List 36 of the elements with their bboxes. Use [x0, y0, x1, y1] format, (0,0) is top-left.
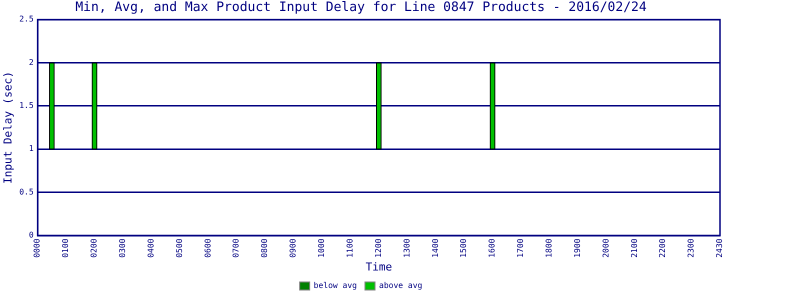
x-tick-label: 1400	[430, 238, 440, 258]
y-tick-label: 2.5	[19, 14, 34, 24]
x-tick-label: 2300	[686, 238, 696, 258]
y-tick-label: 0.5	[19, 187, 34, 196]
x-tick-label: 2430	[715, 238, 724, 258]
x-tick-label: 2100	[630, 238, 639, 258]
x-tick-label: 1600	[488, 238, 497, 258]
x-tick-label: 0300	[118, 238, 128, 258]
x-tick-label: 1000	[317, 238, 326, 258]
x-tick-label: 2200	[658, 238, 668, 258]
y-axis-title: Input Delay (sec)	[1, 71, 14, 184]
x-tick-label: 0900	[288, 238, 298, 258]
x-tick-label: 1100	[345, 238, 354, 258]
x-tick-label: 0400	[146, 238, 156, 258]
y-tick-label: 0	[28, 230, 34, 240]
legend-label: below avg	[314, 281, 358, 290]
x-tick-label: 1800	[544, 238, 554, 258]
x-tick-label: 1900	[572, 238, 582, 258]
x-tick-label: 1500	[459, 238, 468, 258]
x-tick-label: 0800	[260, 238, 270, 258]
legend-label: above avg	[379, 281, 423, 290]
x-tick-label: 0100	[61, 238, 70, 258]
x-tick-label: 1700	[516, 238, 526, 258]
x-tick-label: 0600	[203, 238, 212, 258]
x-tick-label: 0000	[32, 238, 42, 258]
x-tick-label: 1300	[402, 238, 412, 258]
x-axis-title: Time	[366, 260, 392, 274]
x-tick-label: 1200	[374, 238, 383, 258]
y-tick-label: 1	[28, 144, 34, 154]
y-tick-label: 2	[28, 58, 34, 67]
x-tick-label: 0500	[174, 238, 184, 258]
x-tick-label: 2000	[601, 238, 610, 258]
x-tick-label: 0200	[90, 238, 99, 258]
chart-title: Min, Avg, and Max Product Input Delay for Line 0847 Products - 2016/02/24	[75, 0, 647, 16]
x-tick-label: 0700	[232, 238, 241, 258]
y-tick-label: 1.5	[19, 101, 34, 110]
